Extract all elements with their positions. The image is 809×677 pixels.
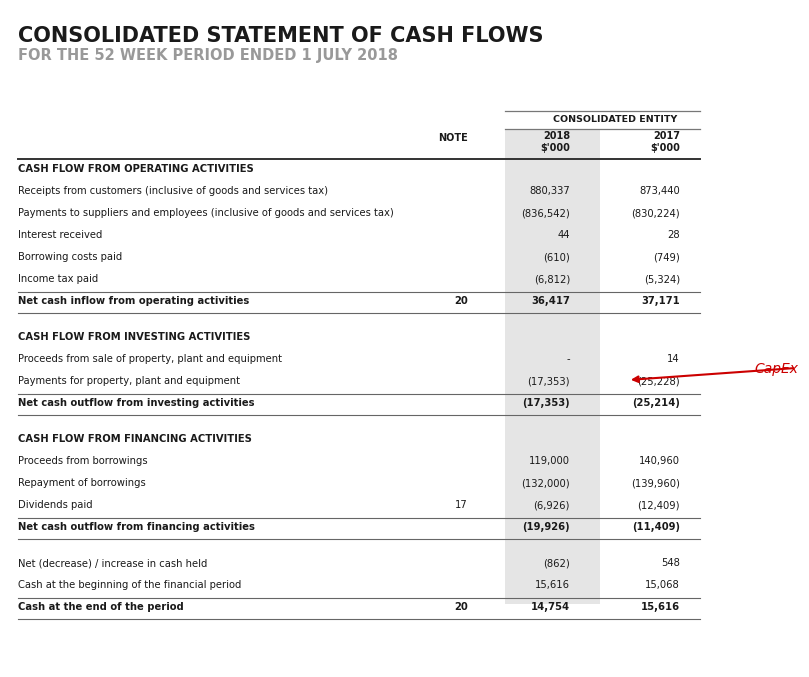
Text: CASH FLOW FROM OPERATING ACTIVITIES: CASH FLOW FROM OPERATING ACTIVITIES bbox=[18, 164, 254, 174]
Text: (17,353): (17,353) bbox=[523, 398, 570, 408]
Text: FOR THE 52 WEEK PERIOD ENDED 1 JULY 2018: FOR THE 52 WEEK PERIOD ENDED 1 JULY 2018 bbox=[18, 48, 398, 63]
Text: (17,353): (17,353) bbox=[527, 376, 570, 386]
Text: Net (decrease) / increase in cash held: Net (decrease) / increase in cash held bbox=[18, 558, 207, 568]
Text: 20: 20 bbox=[454, 602, 468, 612]
Text: 14: 14 bbox=[667, 354, 680, 364]
Text: 119,000: 119,000 bbox=[529, 456, 570, 466]
Text: 15,068: 15,068 bbox=[646, 580, 680, 590]
Text: Interest received: Interest received bbox=[18, 230, 103, 240]
Text: Borrowing costs paid: Borrowing costs paid bbox=[18, 252, 122, 262]
Text: (12,409): (12,409) bbox=[637, 500, 680, 510]
Text: 2017
$'000: 2017 $'000 bbox=[650, 131, 680, 154]
Text: NOTE: NOTE bbox=[438, 133, 468, 143]
Text: (6,812): (6,812) bbox=[534, 274, 570, 284]
Text: 17: 17 bbox=[455, 500, 468, 510]
Text: Net cash outflow from investing activities: Net cash outflow from investing activiti… bbox=[18, 398, 255, 408]
Text: (830,224): (830,224) bbox=[631, 208, 680, 218]
Bar bbox=[505, 129, 600, 604]
Text: Repayment of borrowings: Repayment of borrowings bbox=[18, 478, 146, 488]
Text: 15,616: 15,616 bbox=[535, 580, 570, 590]
Text: 140,960: 140,960 bbox=[639, 456, 680, 466]
Text: (139,960): (139,960) bbox=[631, 478, 680, 488]
Text: (610): (610) bbox=[544, 252, 570, 262]
Text: 15,616: 15,616 bbox=[641, 602, 680, 612]
Text: Cash at the end of the period: Cash at the end of the period bbox=[18, 602, 184, 612]
Text: CASH FLOW FROM INVESTING ACTIVITIES: CASH FLOW FROM INVESTING ACTIVITIES bbox=[18, 332, 250, 342]
Text: (25,214): (25,214) bbox=[632, 398, 680, 408]
Text: Proceeds from borrowings: Proceeds from borrowings bbox=[18, 456, 147, 466]
Text: (6,926): (6,926) bbox=[534, 500, 570, 510]
Text: Net cash outflow from financing activities: Net cash outflow from financing activiti… bbox=[18, 522, 255, 532]
Text: 14,754: 14,754 bbox=[531, 602, 570, 612]
Text: CONSOLIDATED STATEMENT OF CASH FLOWS: CONSOLIDATED STATEMENT OF CASH FLOWS bbox=[18, 26, 544, 46]
Text: 548: 548 bbox=[661, 558, 680, 568]
Text: Receipts from customers (inclusive of goods and services tax): Receipts from customers (inclusive of go… bbox=[18, 186, 328, 196]
Text: Dividends paid: Dividends paid bbox=[18, 500, 92, 510]
Text: 36,417: 36,417 bbox=[532, 296, 570, 306]
Text: Net cash inflow from operating activities: Net cash inflow from operating activitie… bbox=[18, 296, 249, 306]
Text: 44: 44 bbox=[557, 230, 570, 240]
Text: Payments for property, plant and equipment: Payments for property, plant and equipme… bbox=[18, 376, 240, 386]
Text: (19,926): (19,926) bbox=[523, 522, 570, 532]
Text: 880,337: 880,337 bbox=[529, 186, 570, 196]
Text: (11,409): (11,409) bbox=[632, 522, 680, 532]
Text: Income tax paid: Income tax paid bbox=[18, 274, 98, 284]
Text: 873,440: 873,440 bbox=[639, 186, 680, 196]
Text: (836,542): (836,542) bbox=[521, 208, 570, 218]
Text: (749): (749) bbox=[653, 252, 680, 262]
Text: CASH FLOW FROM FINANCING ACTIVITIES: CASH FLOW FROM FINANCING ACTIVITIES bbox=[18, 434, 252, 444]
Text: -: - bbox=[566, 354, 570, 364]
Text: CapEx: CapEx bbox=[754, 362, 798, 376]
Text: (5,324): (5,324) bbox=[644, 274, 680, 284]
Text: (25,228): (25,228) bbox=[637, 376, 680, 386]
Text: Payments to suppliers and employees (inclusive of goods and services tax): Payments to suppliers and employees (inc… bbox=[18, 208, 394, 218]
Text: (132,000): (132,000) bbox=[521, 478, 570, 488]
Text: 2018
$'000: 2018 $'000 bbox=[540, 131, 570, 154]
Text: 20: 20 bbox=[454, 296, 468, 306]
Text: CONSOLIDATED ENTITY: CONSOLIDATED ENTITY bbox=[553, 115, 677, 124]
Text: Cash at the beginning of the financial period: Cash at the beginning of the financial p… bbox=[18, 580, 241, 590]
Text: Proceeds from sale of property, plant and equipment: Proceeds from sale of property, plant an… bbox=[18, 354, 282, 364]
Text: 28: 28 bbox=[667, 230, 680, 240]
Text: (862): (862) bbox=[544, 558, 570, 568]
Text: 37,171: 37,171 bbox=[642, 296, 680, 306]
